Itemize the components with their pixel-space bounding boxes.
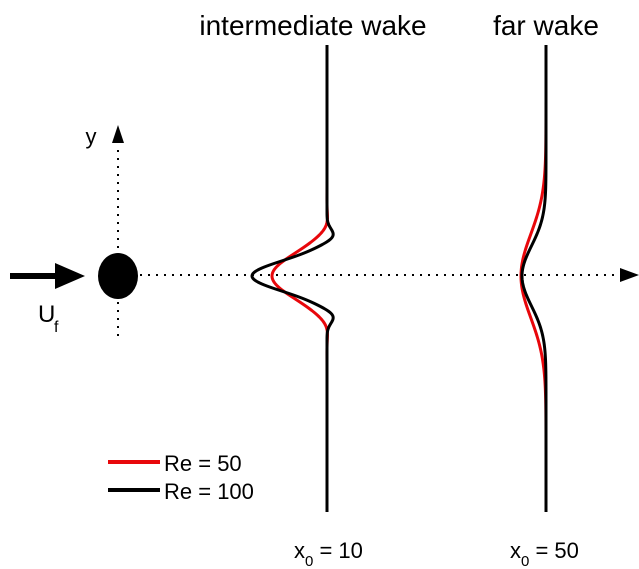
freestream-label: U xyxy=(38,301,55,328)
wake-profiles xyxy=(252,45,546,512)
y-axis-label: y xyxy=(86,124,97,149)
x-axis-arrowhead xyxy=(620,268,639,282)
profile-far-re100 xyxy=(522,45,546,512)
station-far-value: = 50 xyxy=(529,538,579,563)
station-intermediate-x: x xyxy=(294,538,305,563)
cylinder-icon xyxy=(98,253,138,299)
station-label-intermediate: x0 = 10 xyxy=(294,538,363,569)
profile-far-re50 xyxy=(521,45,546,512)
freestream-label-subscript: f xyxy=(54,319,59,336)
legend-label-re100: Re = 100 xyxy=(164,479,254,504)
station-intermediate-subscript: 0 xyxy=(305,553,313,569)
y-axis-arrowhead xyxy=(112,125,124,143)
svg-text:x0 = 10: x0 = 10 xyxy=(294,538,363,569)
station-label-far: x0 = 50 xyxy=(510,538,579,569)
station-far-x: x xyxy=(510,538,521,563)
freestream-arrow-icon xyxy=(55,263,85,289)
profile-intermediate-re50 xyxy=(272,45,327,512)
legend-label-re50: Re = 50 xyxy=(164,451,242,476)
legend: Re = 50 Re = 100 xyxy=(108,451,254,504)
intermediate-wake-title: intermediate wake xyxy=(199,10,426,41)
svg-text:x0 = 50: x0 = 50 xyxy=(510,538,579,569)
station-far-subscript: 0 xyxy=(521,553,529,569)
station-intermediate-value: = 10 xyxy=(313,538,363,563)
profile-intermediate-re100 xyxy=(252,45,333,512)
far-wake-title: far wake xyxy=(493,10,599,41)
